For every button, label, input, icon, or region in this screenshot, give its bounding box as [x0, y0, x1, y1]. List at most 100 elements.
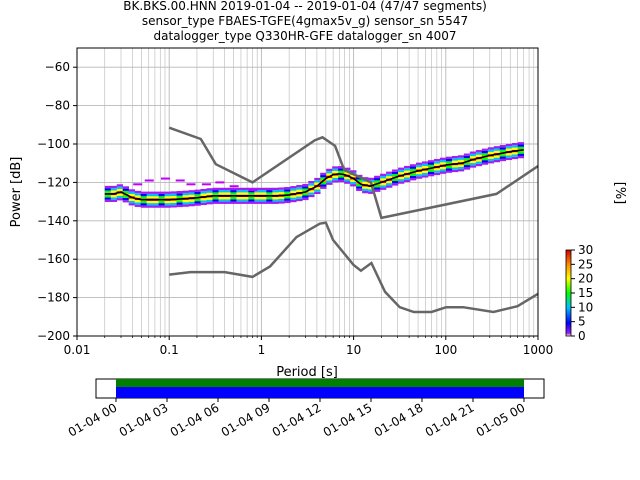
heatmap-cell: [481, 148, 489, 151]
heatmap-cell: [224, 190, 231, 193]
heatmap-cell: [302, 195, 309, 198]
heatmap-cell: [398, 169, 405, 173]
heatmap-cell: [320, 186, 327, 189]
heatmap-cell: [517, 142, 525, 145]
heatmap-cell: [409, 166, 417, 169]
heatmap-cell: [439, 171, 447, 174]
coverage-tick-label: 01-04 06: [168, 400, 222, 439]
heatmap-cell: [158, 200, 165, 204]
heatmap-cell: [427, 169, 435, 172]
heatmap-cell: [421, 166, 429, 169]
heatmap-cell: [404, 177, 411, 180]
heatmap-cell: [182, 195, 189, 198]
heatmap-cell: [499, 154, 507, 157]
heatmap-cell: [164, 191, 171, 194]
heatmap-cell: [451, 167, 459, 170]
heatmap-cell: [164, 193, 171, 197]
heatmap-cell: [427, 160, 435, 163]
heatmap-cell: [314, 191, 321, 195]
heatmap-cell: [362, 186, 369, 189]
heatmap-cell: [475, 163, 483, 167]
heatmap-cell: [404, 168, 411, 171]
heatmap-cell: [260, 196, 267, 200]
y-tick-label: −200: [37, 329, 70, 343]
heatmap-cell: [260, 199, 267, 202]
heatmap-cell: [290, 195, 297, 198]
heatmap-cell: [457, 169, 465, 172]
heatmap-cell: [284, 189, 291, 192]
heatmap-cell: [451, 165, 459, 168]
heatmap-cell: [338, 170, 345, 173]
heatmap-cell: [146, 205, 153, 208]
heatmap-cell: [463, 158, 471, 161]
heatmap-cell: [230, 199, 237, 202]
heatmap-cell: [212, 192, 219, 195]
heatmap-cell: [110, 199, 118, 202]
colorbar-tick-label: 5: [578, 315, 586, 329]
heatmap-cell: [140, 196, 147, 199]
heatmap-cell: [200, 198, 207, 201]
heatmap-cell: [215, 181, 225, 184]
heatmap-cell: [302, 193, 309, 196]
colorbar-tick-label: 0: [578, 329, 586, 343]
heatmap-cell: [182, 202, 189, 205]
heatmap-cell: [439, 169, 447, 172]
heatmap-cell: [320, 175, 327, 178]
plot-frame: [76, 47, 539, 337]
heatmap-cell: [248, 201, 255, 204]
heatmap-cell: [308, 194, 315, 198]
heatmap-cell: [122, 200, 129, 203]
heatmap-cell: [320, 184, 327, 187]
heatmap-cell: [374, 187, 381, 190]
heatmap-cell: [517, 146, 525, 150]
heatmap-cell: [170, 195, 177, 199]
colorbar-tick-label: 20: [578, 272, 593, 286]
coverage-tick-label: 01-04 03: [117, 400, 171, 439]
probability-heatmap: [104, 142, 525, 208]
heatmap-cell: [487, 156, 495, 159]
coverage-tick-label: 01-04 12: [270, 400, 324, 439]
heatmap-cell: [392, 174, 399, 177]
y-axis-ticks: −60 −80 −100 −120 −140 −160 −180 −200: [37, 60, 77, 343]
heatmap-cell: [278, 189, 285, 193]
heatmap-cell: [116, 186, 124, 189]
heatmap-cell: [218, 187, 225, 191]
heatmap-cell: [433, 161, 441, 164]
colorbar-tick-label: 30: [578, 243, 593, 257]
heatmap-cell: [284, 191, 291, 194]
heatmap-cell: [284, 198, 291, 201]
coverage-bar-blue: [116, 387, 524, 398]
heatmap-cell: [517, 155, 525, 159]
heatmap-cell: [511, 142, 519, 146]
heatmap-cell: [481, 150, 489, 154]
heatmap-cell: [194, 203, 201, 206]
heatmap-cell: [218, 190, 225, 193]
heatmap-cell: [188, 194, 195, 198]
heatmap-cell: [284, 196, 291, 199]
heatmap-cell: [368, 177, 375, 181]
heatmap-cell: [451, 155, 459, 159]
heatmap-cell: [254, 192, 261, 195]
heatmap-cell: [290, 190, 297, 193]
heatmap-cell: [356, 186, 363, 189]
coverage-tick-label: 01-04 00: [66, 400, 120, 439]
heatmap-cell: [505, 155, 513, 158]
heatmap-cell: [314, 177, 321, 181]
heatmap-cell: [104, 190, 112, 193]
heatmap-cell: [224, 196, 231, 200]
heatmap-cell: [463, 153, 471, 156]
heatmap-cell: [481, 153, 489, 156]
heatmap-cell: [511, 145, 519, 148]
heatmap-cell: [302, 186, 309, 189]
heatmap-cell: [433, 158, 441, 162]
heatmap-cell: [122, 190, 129, 194]
mode-line: [104, 149, 524, 201]
heatmap-cell: [302, 197, 309, 201]
heatmap-cell: [110, 197, 118, 200]
heatmap-cell: [445, 170, 453, 173]
heatmap-cell: [164, 203, 171, 206]
heatmap-cell: [229, 185, 239, 188]
heatmap-cell: [272, 199, 279, 202]
